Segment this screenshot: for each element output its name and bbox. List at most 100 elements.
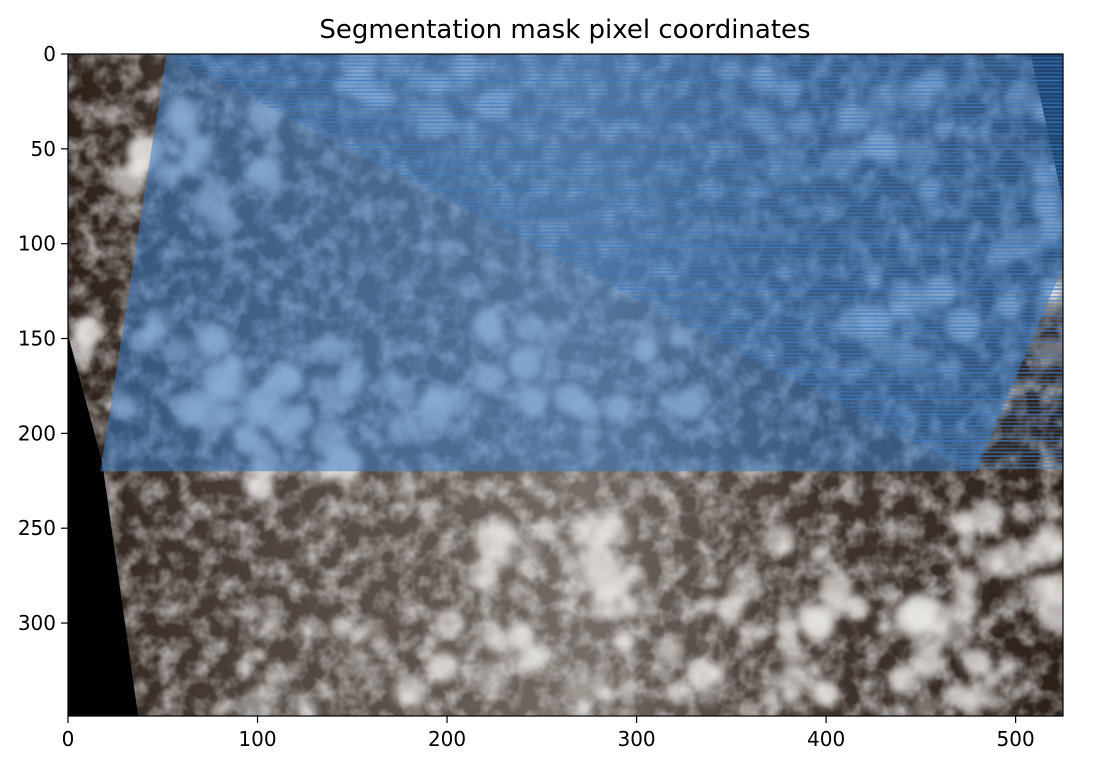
cloud-puff: [346, 646, 368, 669]
x-tick-label: 0: [62, 727, 75, 751]
cloud-puff: [1011, 504, 1031, 524]
cloud-puff: [778, 617, 799, 639]
cloud-puff: [949, 593, 979, 623]
cloud-puff: [330, 617, 350, 637]
cloud-puff: [809, 663, 822, 676]
cloud-puff: [1004, 586, 1024, 606]
cloud-puff: [254, 649, 266, 661]
chart-title: Segmentation mask pixel coordinates: [319, 15, 810, 45]
cloud-puff: [951, 568, 980, 597]
cloud-puff: [561, 556, 580, 576]
y-tick-label: 0: [43, 42, 56, 66]
cloud-puff: [589, 676, 608, 695]
cloud-puff: [562, 674, 591, 703]
cloud-puff: [371, 634, 387, 650]
cloud-puff: [665, 681, 687, 704]
cloud-puff: [435, 609, 466, 639]
cloud-puff: [972, 501, 1004, 533]
plot-area: [31, 54, 1063, 716]
cloud-puff: [1037, 594, 1063, 631]
cloud-puff: [520, 560, 529, 569]
cloud-puff: [508, 622, 535, 650]
cloud-puff: [611, 634, 625, 648]
cloud-puff: [642, 603, 654, 615]
cloud-puff: [425, 637, 438, 649]
cloud-puff: [260, 613, 281, 634]
cloud-puff: [375, 680, 384, 689]
cloud-puff: [478, 623, 503, 648]
cloud-puff: [820, 571, 853, 604]
cloud-puff: [776, 638, 786, 649]
cloud-puff: [999, 657, 1019, 677]
cloud-puff: [992, 541, 1028, 577]
cloud-puff: [516, 643, 547, 674]
cloud-puff: [777, 541, 791, 556]
cloud-puff: [844, 595, 869, 620]
cloud-puff: [475, 661, 510, 696]
cloud-puff: [699, 596, 717, 614]
cloud-puff: [1053, 507, 1062, 516]
cloud-puff: [614, 555, 626, 568]
cloud-puff: [569, 517, 582, 530]
x-tick-label: 400: [807, 727, 845, 751]
cloud-puff: [498, 549, 515, 567]
cloud-puff: [267, 667, 290, 691]
cloud-puff: [819, 598, 843, 622]
cloud-puff: [901, 593, 936, 628]
cloud-puff: [811, 544, 829, 562]
cloud-puff: [876, 620, 892, 636]
cloud-puff: [606, 511, 626, 531]
cloud-puff: [807, 676, 828, 697]
cloud-puff: [292, 691, 309, 708]
cloud-puff: [71, 325, 84, 337]
cloud-puff: [214, 702, 228, 716]
cloud-puff: [963, 648, 991, 676]
cloud-puff: [237, 660, 254, 677]
cloud-puff: [951, 510, 976, 535]
nodata-wedge: [68, 334, 139, 716]
cloud-puff: [613, 526, 631, 544]
y-tick-label: 50: [31, 137, 56, 161]
x-tick-label: 500: [997, 727, 1035, 751]
cloud-puff: [911, 694, 938, 716]
cloud-puff: [422, 650, 432, 660]
cloud-puff: [781, 687, 799, 705]
cloud-puff: [622, 565, 643, 586]
cloud-puff: [795, 601, 824, 630]
cloud-puff: [475, 572, 493, 591]
cloud-puff: [535, 518, 560, 543]
cloud-puff: [482, 555, 504, 577]
cloud-puff: [981, 614, 995, 628]
cloud-puff: [727, 567, 763, 603]
cloud-puff: [130, 156, 151, 177]
cloud-puff: [1037, 523, 1063, 553]
cloud-puff: [102, 109, 120, 127]
cloud-puff: [620, 598, 641, 619]
cloud-puff: [889, 676, 907, 694]
cloud-puff: [708, 664, 726, 683]
cloud-puff: [700, 687, 719, 707]
cloud-puff: [68, 333, 96, 365]
plot-frame: [67, 53, 1064, 717]
cloud-puff: [569, 705, 593, 716]
y-tick-label: 300: [18, 611, 56, 635]
cloud-puff: [762, 691, 778, 706]
cloud-puff: [742, 701, 763, 716]
cloud-puff: [242, 686, 278, 716]
cloud-puff: [246, 477, 262, 493]
cloud-puff: [610, 583, 621, 595]
segmentation-mask: [100, 54, 1063, 472]
cloud-puff: [777, 603, 793, 619]
cloud-puff: [504, 528, 523, 547]
x-tick-label: 300: [617, 727, 655, 751]
cloud-puff: [1034, 576, 1052, 594]
x-tick-label: 200: [428, 727, 466, 751]
cloud-puff: [982, 670, 1001, 688]
cloud-puff: [686, 657, 719, 690]
cloud-puff: [717, 597, 743, 622]
cloud-puff: [396, 478, 417, 499]
cloud-puff: [31, 297, 64, 330]
cloud-puff: [521, 541, 541, 561]
y-axis: 0 50 100 150 200 250 300: [18, 42, 68, 635]
